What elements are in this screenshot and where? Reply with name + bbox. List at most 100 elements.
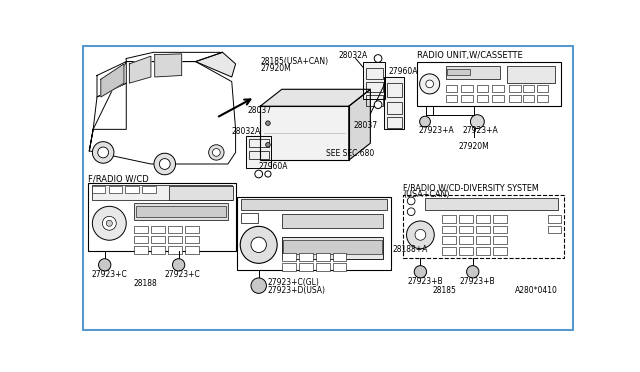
Bar (493, 236, 507, 244)
Circle shape (251, 237, 266, 253)
Circle shape (414, 266, 427, 278)
Polygon shape (155, 54, 182, 77)
Bar (282, 237, 383, 259)
Text: 28188: 28188 (134, 279, 157, 288)
Text: 27923+C: 27923+C (164, 270, 200, 279)
Polygon shape (101, 64, 124, 97)
Circle shape (240, 226, 277, 263)
Text: 27923+B: 27923+B (407, 276, 443, 286)
Bar (168, 225, 182, 233)
Circle shape (106, 220, 113, 226)
Bar (459, 247, 473, 255)
Bar (387, 83, 402, 97)
Bar (333, 263, 346, 271)
Text: 27960A: 27960A (259, 162, 288, 171)
Bar (446, 95, 458, 102)
Bar (143, 186, 156, 193)
Bar (477, 95, 488, 102)
Bar (241, 212, 258, 223)
Bar (299, 253, 312, 261)
Bar (476, 247, 490, 255)
Bar (260, 106, 349, 160)
Bar (476, 236, 490, 244)
Bar (384, 77, 404, 129)
Bar (185, 246, 198, 254)
Bar (134, 235, 148, 243)
Text: F/RADIO W/CD: F/RADIO W/CD (88, 174, 148, 183)
Text: 27920M: 27920M (459, 142, 490, 151)
Circle shape (407, 197, 415, 205)
Polygon shape (129, 56, 151, 83)
Bar (461, 95, 473, 102)
Circle shape (467, 266, 479, 278)
Bar (284, 240, 382, 254)
Bar (282, 253, 296, 261)
Bar (442, 236, 456, 244)
Bar (459, 236, 473, 244)
Circle shape (98, 147, 109, 158)
Bar (442, 215, 456, 222)
Polygon shape (384, 77, 404, 129)
Bar (493, 225, 507, 233)
Bar (459, 215, 473, 222)
Polygon shape (196, 52, 236, 77)
Polygon shape (90, 62, 236, 164)
Text: 28037: 28037 (353, 121, 378, 130)
Polygon shape (364, 62, 385, 99)
Polygon shape (260, 89, 371, 106)
Polygon shape (260, 106, 349, 160)
Bar (493, 247, 507, 255)
Bar (92, 186, 106, 193)
Bar (508, 66, 555, 83)
Text: 28188+A: 28188+A (393, 245, 428, 254)
Text: 27923+A: 27923+A (418, 126, 454, 135)
Text: F/RADIO W/CD-DIVERSITY SYSTEM: F/RADIO W/CD-DIVERSITY SYSTEM (403, 183, 540, 192)
Bar (365, 81, 383, 92)
Circle shape (374, 101, 382, 109)
Bar (459, 225, 473, 233)
Bar (316, 253, 330, 261)
Bar (134, 246, 148, 254)
Circle shape (159, 158, 170, 169)
Polygon shape (126, 52, 223, 62)
Bar (241, 199, 387, 210)
Bar (185, 235, 198, 243)
Bar (509, 95, 520, 102)
Text: 27923+B: 27923+B (460, 276, 495, 286)
Bar (403, 195, 564, 258)
Polygon shape (349, 89, 371, 160)
Text: 27923+C(GL): 27923+C(GL) (268, 278, 320, 287)
Bar (168, 246, 182, 254)
Bar (151, 246, 164, 254)
Bar (151, 235, 164, 243)
Circle shape (99, 259, 111, 271)
Circle shape (470, 115, 484, 129)
Bar (492, 95, 504, 102)
Bar (168, 235, 182, 243)
Bar (548, 215, 561, 222)
Text: 28185: 28185 (433, 286, 456, 295)
Bar (282, 214, 383, 228)
Bar (442, 247, 456, 255)
Bar (442, 225, 456, 233)
Circle shape (251, 278, 266, 294)
Bar (417, 62, 561, 106)
Text: 28032A: 28032A (232, 127, 261, 136)
Bar (425, 198, 558, 210)
Bar (493, 215, 507, 222)
Bar (92, 185, 232, 200)
Bar (134, 203, 228, 220)
Bar (134, 225, 148, 233)
Bar (387, 102, 402, 114)
Circle shape (92, 142, 114, 163)
Bar (446, 85, 458, 92)
Text: A280*0410: A280*0410 (515, 286, 558, 295)
Bar (447, 69, 470, 76)
Bar (333, 253, 346, 261)
Bar (476, 215, 490, 222)
Polygon shape (403, 195, 564, 258)
Bar (537, 95, 548, 102)
Circle shape (266, 142, 270, 147)
Bar (109, 186, 122, 193)
Text: (USA+CAN): (USA+CAN) (403, 190, 450, 199)
